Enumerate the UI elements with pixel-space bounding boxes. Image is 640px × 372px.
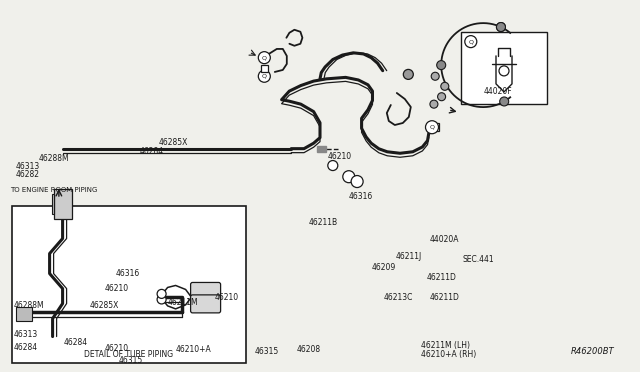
Text: 46213C: 46213C [384, 293, 413, 302]
Circle shape [430, 100, 438, 108]
Circle shape [465, 36, 477, 48]
Polygon shape [317, 146, 326, 152]
Text: 46210+A: 46210+A [176, 345, 212, 354]
Text: 46313: 46313 [16, 162, 40, 171]
Circle shape [157, 289, 166, 298]
Text: 46210+A (RH): 46210+A (RH) [421, 350, 476, 359]
Text: 46211B: 46211B [308, 218, 338, 227]
Text: 46316: 46316 [115, 269, 140, 278]
Bar [52, 193, 54, 214]
Text: 46210: 46210 [215, 293, 239, 302]
Text: 46285X: 46285X [159, 138, 188, 147]
Circle shape [351, 176, 363, 187]
Text: 46209: 46209 [371, 263, 396, 272]
Text: 46211D: 46211D [430, 293, 460, 302]
Circle shape [499, 66, 509, 76]
Text: 46284: 46284 [140, 147, 164, 156]
Text: 46288M: 46288M [14, 301, 45, 310]
Bar [262, 65, 268, 72]
Circle shape [441, 82, 449, 90]
Text: 44020F: 44020F [483, 87, 512, 96]
Circle shape [500, 97, 509, 106]
Circle shape [431, 72, 439, 80]
Circle shape [403, 70, 413, 79]
Circle shape [426, 121, 438, 134]
Text: 46211J: 46211J [396, 252, 422, 261]
Circle shape [436, 61, 445, 70]
Circle shape [497, 23, 506, 32]
Text: 46210: 46210 [104, 344, 129, 353]
Bar [54, 189, 72, 219]
Bar [461, 32, 547, 104]
Bar [15, 307, 31, 321]
Text: 44020A: 44020A [430, 235, 460, 244]
Text: 46210: 46210 [328, 152, 352, 161]
Text: 46208: 46208 [297, 345, 321, 354]
Circle shape [259, 70, 270, 82]
Text: 46285X: 46285X [90, 301, 119, 310]
Text: 46282: 46282 [16, 170, 40, 179]
Text: Q: Q [262, 55, 267, 60]
FancyBboxPatch shape [191, 282, 221, 301]
Circle shape [328, 161, 338, 170]
Text: SEC.441: SEC.441 [462, 255, 493, 264]
Text: TO ENGINE ROOM PIPING: TO ENGINE ROOM PIPING [10, 187, 97, 193]
Bar [431, 123, 439, 131]
Circle shape [343, 171, 355, 183]
Circle shape [259, 52, 270, 64]
Text: R46200BT: R46200BT [571, 347, 614, 356]
Circle shape [497, 23, 506, 32]
FancyBboxPatch shape [191, 295, 221, 313]
Circle shape [438, 93, 445, 101]
Text: Q: Q [262, 74, 267, 79]
Circle shape [157, 295, 166, 304]
Bar [12, 206, 246, 363]
Text: 46284: 46284 [14, 343, 38, 352]
Text: Q: Q [429, 125, 435, 130]
Text: 46210: 46210 [104, 284, 129, 293]
Text: 46211D: 46211D [426, 273, 456, 282]
Text: Q: Q [468, 39, 474, 44]
Text: 46315: 46315 [255, 347, 279, 356]
Text: 46313: 46313 [14, 330, 38, 339]
Text: 46316: 46316 [348, 192, 372, 201]
Text: 46211M (LH): 46211M (LH) [421, 341, 470, 350]
Text: 46284: 46284 [64, 338, 88, 347]
Text: 46288M: 46288M [38, 154, 69, 163]
Text: 46315: 46315 [118, 356, 143, 365]
Text: DETAIL OF TUBE PIPING: DETAIL OF TUBE PIPING [84, 350, 173, 359]
Text: 46211M: 46211M [168, 298, 198, 307]
